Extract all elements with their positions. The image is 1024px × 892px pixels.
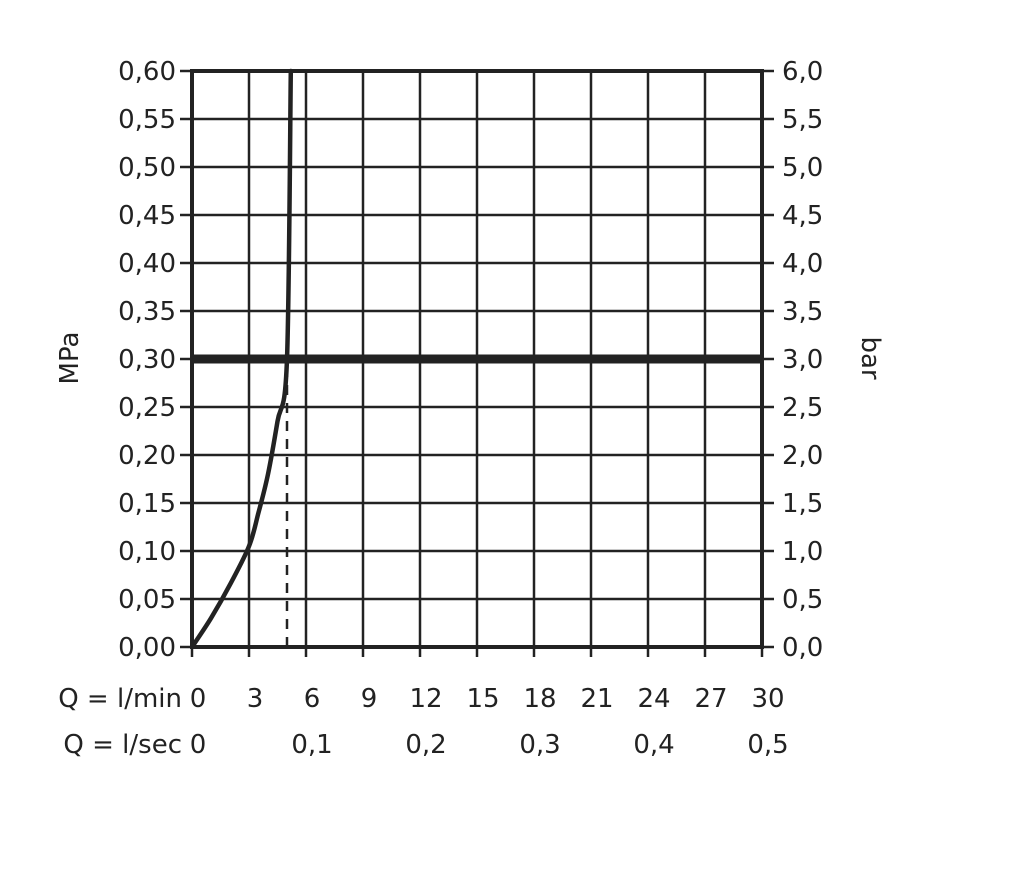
left-tick-label: 0,00 <box>118 633 176 663</box>
x-axis-title-lmin: Q = l/min <box>58 684 182 714</box>
x-tick-label-lsec: 0,5 <box>747 730 788 760</box>
left-tick-label: 0,35 <box>118 297 176 327</box>
x-axis-ticks-lsec: 0 0,1 0,2 0,3 0,4 0,5 <box>190 730 789 760</box>
series-line-0 <box>189 68 294 650</box>
left-tick-label: 0,15 <box>118 489 176 519</box>
left-tick-label: 0,55 <box>118 105 176 135</box>
left-tick-label: 0,40 <box>118 249 176 279</box>
x-tick-label-lsec: 0 <box>190 730 207 760</box>
right-tick-label: 0,5 <box>782 585 823 615</box>
x-tick-label-lmin: 15 <box>466 684 499 714</box>
x-tick-label-lmin: 24 <box>637 684 670 714</box>
right-tick-label: 5,0 <box>782 153 823 183</box>
right-tick-label: 1,5 <box>782 489 823 519</box>
right-tick-label: 3,5 <box>782 297 823 327</box>
x-tick-label-lmin: 9 <box>361 684 378 714</box>
x-tick-label-lmin: 21 <box>580 684 613 714</box>
x-axis-title-lsec: Q = l/sec <box>63 730 182 760</box>
x-tick-label-lmin: 30 <box>751 684 784 714</box>
right-tick-label: 2,0 <box>782 441 823 471</box>
left-tick-label: 0,25 <box>118 393 176 423</box>
left-tick-label: 0,20 <box>118 441 176 471</box>
x-tick-label-lsec: 0,4 <box>633 730 674 760</box>
series-layer <box>189 68 294 650</box>
x-tick-label-lmin: 0 <box>190 684 207 714</box>
right-tick-label: 4,5 <box>782 201 823 231</box>
x-tick-label-lsec: 0,2 <box>405 730 446 760</box>
right-axis-title: bar <box>855 336 885 379</box>
right-tick-label: 5,5 <box>782 105 823 135</box>
left-tick-label: 0,10 <box>118 537 176 567</box>
right-tick-label: 6,0 <box>782 57 823 87</box>
right-axis-ticks: 0,0 0,5 1,0 1,5 2,0 2,5 3,0 3,5 4,0 4,5 5,0 5,5 6,0 <box>762 57 823 663</box>
right-tick-label: 1,0 <box>782 537 823 567</box>
right-tick-label: 0,0 <box>782 633 823 663</box>
right-tick-label: 3,0 <box>782 345 823 375</box>
x-tick-label-lsec: 0,1 <box>291 730 332 760</box>
left-tick-label: 0,05 <box>118 585 176 615</box>
left-tick-label: 0,50 <box>118 153 176 183</box>
x-tick-label-lmin: 6 <box>304 684 321 714</box>
x-axis-ticks-lmin: 0 3 6 9 12 15 18 21 24 27 30 <box>190 684 785 714</box>
left-axis-ticks: 0,00 0,05 0,10 0,15 0,20 0,25 0,30 0,35 0,40 0,45… <box>118 57 192 663</box>
x-tick-label-lsec: 0,3 <box>519 730 560 760</box>
left-axis-title: MPa <box>55 332 85 385</box>
x-tick-label-lmin: 3 <box>247 684 264 714</box>
x-tick-label-lmin: 12 <box>409 684 442 714</box>
x-tick-label-lmin: 27 <box>694 684 727 714</box>
x-tick-label-lmin: 18 <box>523 684 556 714</box>
right-tick-label: 2,5 <box>782 393 823 423</box>
left-tick-label: 0,30 <box>118 345 176 375</box>
left-tick-label: 0,60 <box>118 57 176 87</box>
right-tick-label: 4,0 <box>782 249 823 279</box>
left-tick-label: 0,45 <box>118 201 176 231</box>
